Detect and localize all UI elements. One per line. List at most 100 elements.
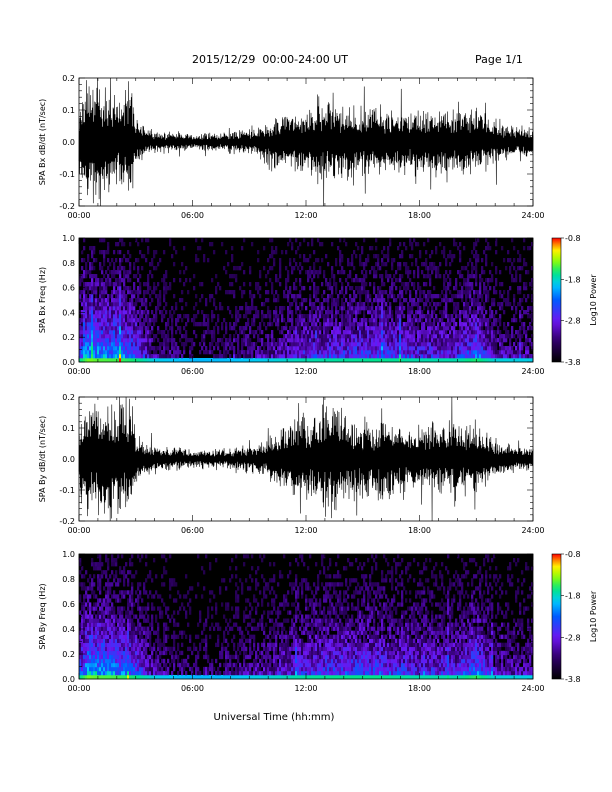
heatmap-cell [103,610,106,615]
heatmap-cell [143,310,146,315]
heatmap-cell [319,322,322,327]
heatmap-cell [167,318,170,323]
heatmap-cell [97,618,100,623]
heatmap-cell [203,258,206,263]
heatmap-cell [335,350,338,355]
heatmap-cell [191,358,194,363]
heatmap-cell [403,358,406,363]
heatmap-cell [313,318,316,323]
heatmap-cell [341,282,344,287]
heatmap-cell [343,306,346,311]
heatmap-cell [87,670,90,676]
heatmap-cell [153,666,156,672]
heatmap-cell [99,326,102,331]
heatmap-cell [121,666,124,672]
heatmap-cell [163,286,166,291]
heatmap-cell [201,338,204,343]
heatmap-cell [297,358,300,363]
heatmap-cell [203,358,206,363]
heatmap-cell [165,358,168,363]
heatmap-cell [507,334,510,339]
heatmap-cell [109,270,112,275]
heatmap-cell [343,322,346,327]
heatmap-cell [475,310,478,315]
heatmap-cell [149,674,152,680]
heatmap-cell [299,354,302,359]
heatmap-cell [391,330,394,335]
heatmap-cell [335,342,338,347]
heatmap-cell [101,654,104,660]
heatmap-cell [117,270,120,275]
heatmap-cell [369,318,372,323]
heatmap-cell [411,310,414,315]
heatmap-cell [459,358,462,363]
heatmap-cell [113,622,116,627]
heatmap-cell [433,334,436,339]
heatmap-cell [371,266,374,271]
heatmap-cell [81,586,84,591]
heatmap-cell [143,350,146,355]
heatmap-cell [85,310,88,315]
heatmap-cell [83,622,86,627]
heatmap-cell [145,634,148,639]
heatmap-cell [457,334,460,339]
heatmap-cell [313,294,316,299]
heatmap-cell [327,282,330,287]
heatmap-cell [129,646,132,652]
heatmap-cell [405,334,408,339]
heatmap-cell [375,338,378,343]
heatmap-cell [127,318,130,323]
heatmap-cell [349,322,352,327]
heatmap-cell [147,314,150,319]
heatmap-cell [493,290,496,295]
heatmap-cell [275,278,278,283]
heatmap-cell [473,334,476,339]
heatmap-cell [267,346,270,351]
heatmap-cell [503,258,506,263]
heatmap-cell [93,302,96,307]
heatmap-cell [265,334,268,339]
heatmap-cell [375,294,378,299]
heatmap-cell [135,674,138,680]
heatmap-cell [131,294,134,299]
heatmap-cell [151,646,154,652]
heatmap-cell [263,322,266,327]
heatmap-cell [163,354,166,359]
heatmap-cell [509,358,512,363]
heatmap-cell [493,350,496,355]
heatmap-cell [149,302,152,307]
heatmap-cell [81,354,84,359]
heatmap-cell [423,290,426,295]
heatmap-cell [371,310,374,315]
heatmap-cell [93,562,96,567]
heatmap-cell [173,354,176,359]
heatmap-cell [459,254,462,259]
heatmap-cell [503,290,506,295]
heatmap-cell [299,334,302,339]
heatmap-cell [359,258,362,263]
heatmap-cell [425,294,428,299]
heatmap-cell [125,614,128,619]
heatmap-cell [137,650,140,656]
heatmap-cell [109,350,112,355]
heatmap-cell [183,346,186,351]
heatmap-cell [303,318,306,323]
heatmap-cell [219,306,222,311]
heatmap-cell [453,306,456,311]
heatmap-cell [81,666,84,672]
heatmap-cell [479,282,482,287]
heatmap-cell [225,338,228,343]
heatmap-cell [139,282,142,287]
heatmap-cell [139,614,142,619]
heatmap-cell [163,342,166,347]
heatmap-cell [163,314,166,319]
heatmap-cell [163,646,166,652]
heatmap-cell [349,326,352,331]
heatmap-cell [105,602,108,607]
heatmap-cell [99,238,102,243]
heatmap-cell [91,298,94,303]
heatmap-cell [149,338,152,343]
heatmap-cell [441,290,444,295]
heatmap-cell [125,342,128,347]
heatmap-cell [519,266,522,271]
